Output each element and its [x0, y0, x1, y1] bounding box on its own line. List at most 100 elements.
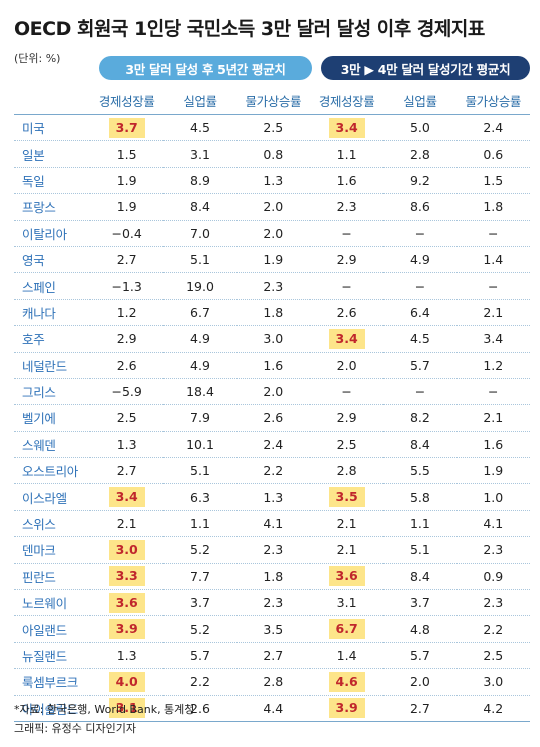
value-cell: 2.1	[456, 299, 530, 327]
highlighted-value: 3.1	[108, 698, 145, 719]
country-name: 덴마크	[14, 536, 91, 564]
value-cell: −	[456, 378, 530, 406]
value-cell: 1.5	[90, 140, 164, 168]
value-cell: 2.0	[236, 378, 310, 406]
value-cell: 1.9	[456, 457, 530, 485]
table-row: 일본 1.5 3.1 0.8 1.1 2.8 0.6	[14, 140, 530, 168]
value-cell: 5.8	[383, 483, 457, 511]
value-cell: −	[383, 272, 457, 300]
value-cell: 0.9	[456, 563, 530, 591]
value-cell: 5.1	[383, 536, 457, 564]
value-cell: 4.8	[383, 615, 457, 643]
page-title: OECD 회원국 1인당 국민소득 3만 달러 달성 이후 경제지표	[14, 18, 485, 40]
value-cell: 4.9	[163, 325, 237, 353]
value-cell: 6.4	[383, 299, 457, 327]
value-cell: 3.3	[90, 563, 164, 591]
value-cell: 9.2	[383, 167, 457, 195]
value-cell: 1.9	[90, 167, 164, 195]
value-cell: 3.4	[90, 483, 164, 511]
country-name: 노르웨이	[14, 589, 91, 617]
value-cell: 2.4	[456, 114, 530, 142]
value-cell: −1.3	[90, 272, 164, 300]
value-cell: 1.6	[236, 352, 310, 379]
value-cell: 5.7	[383, 352, 457, 379]
value-cell: 3.6	[90, 589, 164, 617]
value-cell: 3.4	[456, 325, 530, 353]
value-cell: 8.4	[383, 431, 457, 459]
value-cell: −	[309, 220, 384, 247]
value-cell: 1.9	[236, 246, 310, 274]
value-cell: 1.2	[90, 299, 164, 327]
value-cell: 6.7	[309, 615, 384, 643]
value-cell: 3.7	[163, 589, 237, 617]
value-cell: 3.4	[309, 325, 384, 353]
country-name: 네덜란드	[14, 352, 91, 379]
value-cell: 8.9	[163, 167, 237, 195]
source-note: *자료: 한국은행, World Bank, 통계청	[14, 703, 195, 716]
highlighted-value: 3.9	[108, 619, 145, 640]
value-cell: 3.7	[90, 114, 164, 142]
value-cell: 4.5	[163, 114, 237, 142]
value-cell: 10.1	[163, 431, 237, 459]
table-row: 이탈리아 −0.4 7.0 2.0− − −	[14, 220, 530, 247]
value-cell: 1.1	[309, 140, 384, 168]
value-cell: 8.4	[163, 193, 237, 221]
highlighted-value: 3.6	[108, 592, 145, 613]
value-cell: 1.1	[383, 510, 457, 538]
value-cell: 2.1	[90, 510, 164, 538]
value-cell: 2.3	[236, 272, 310, 300]
value-cell: 0.8	[236, 140, 310, 168]
highlighted-value: 3.3	[108, 566, 145, 587]
value-cell: 5.7	[383, 642, 457, 670]
value-cell: −	[456, 220, 530, 247]
value-cell: 7.9	[163, 404, 237, 432]
value-cell: 2.7	[90, 457, 164, 485]
group-header-3to4-average: 3만 ▶ 4만 달러 달성기간 평균치	[321, 56, 530, 80]
value-cell: 2.2	[236, 457, 310, 485]
value-cell: 1.4	[456, 246, 530, 274]
header-inflation-3to4: 물가상승률	[456, 87, 530, 115]
value-cell: 2.3	[236, 589, 310, 617]
value-cell: 2.0	[236, 220, 310, 247]
value-cell: −	[383, 378, 457, 406]
country-name: 영국	[14, 246, 91, 274]
value-cell: 2.6	[163, 695, 237, 722]
table-row: 덴마크 3.0 5.2 2.3 2.1 5.1 2.3	[14, 536, 530, 564]
highlighted-value: 3.9	[328, 698, 365, 719]
value-cell: 1.8	[236, 563, 310, 591]
value-cell: 2.1	[309, 510, 384, 538]
country-name: 뉴질랜드	[14, 642, 91, 670]
header-growth-3to4: 경제성장률	[309, 87, 384, 115]
value-cell: 3.6	[309, 563, 384, 591]
value-cell: 2.2	[456, 615, 530, 643]
table-row: 영국 2.7 5.1 1.9 2.9 4.9 1.4	[14, 246, 530, 274]
country-name: 스웨덴	[14, 431, 91, 459]
header-unemployment-3to4: 실업률	[383, 87, 457, 115]
table-row: 그리스 −5.9 18.4 2.0− − −	[14, 378, 530, 406]
value-cell: 5.0	[383, 114, 457, 142]
country-name: 벨기에	[14, 404, 91, 432]
value-cell: 2.8	[236, 668, 310, 696]
value-cell: 7.7	[163, 563, 237, 591]
graphic-credit: 그래픽: 유정수 디자인기자	[14, 722, 137, 735]
highlighted-value: 3.4	[328, 117, 365, 138]
country-name: 핀란드	[14, 563, 91, 591]
header-inflation-5yr: 물가상승률	[236, 87, 310, 115]
value-cell: 4.9	[383, 246, 457, 274]
value-cell: 2.5	[90, 404, 164, 432]
country-name: 오스트리아	[14, 457, 91, 485]
table-row: 벨기에 2.5 7.9 2.6 2.9 8.2 2.1	[14, 404, 530, 432]
highlighted-value: 3.6	[328, 566, 365, 587]
value-cell: 2.7	[383, 695, 457, 722]
value-cell: 2.9	[309, 404, 384, 432]
value-cell: 3.1	[309, 589, 384, 617]
value-cell: 2.3	[456, 589, 530, 617]
value-cell: 3.5	[236, 615, 310, 643]
value-cell: 2.3	[236, 536, 310, 564]
value-cell: 2.8	[383, 140, 457, 168]
table-header-row: 경제성장률 실업률 물가상승률 경제성장률 실업률 물가상승률	[14, 87, 530, 115]
country-name: 이스라엘	[14, 483, 91, 511]
value-cell: 5.1	[163, 246, 237, 274]
value-cell: 3.1	[90, 695, 164, 722]
value-cell: 4.6	[309, 668, 384, 696]
